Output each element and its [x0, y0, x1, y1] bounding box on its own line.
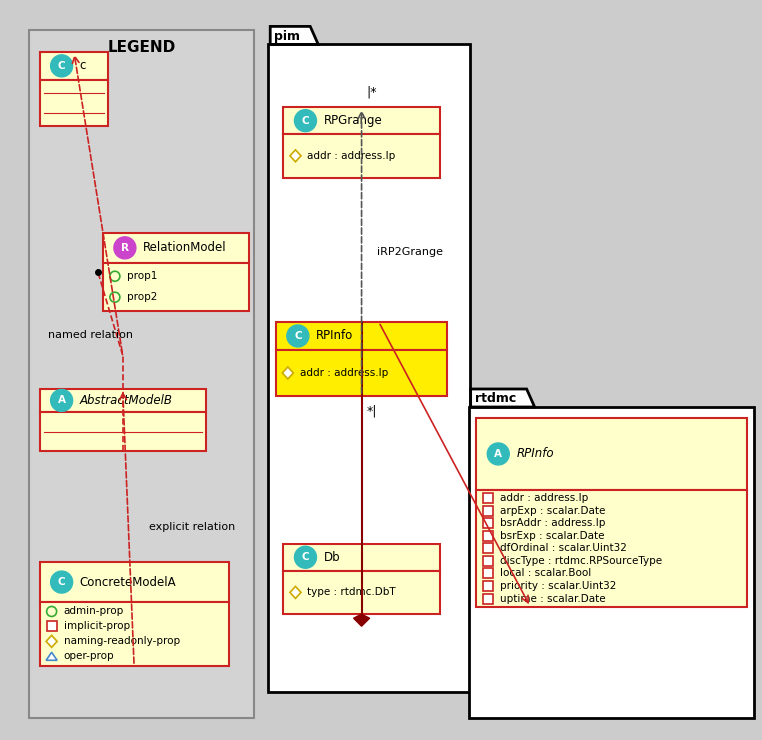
Circle shape — [294, 110, 316, 132]
Circle shape — [487, 443, 509, 465]
Polygon shape — [46, 636, 57, 648]
Circle shape — [50, 389, 72, 411]
Bar — [483, 543, 493, 554]
Circle shape — [294, 546, 316, 568]
Bar — [483, 581, 493, 591]
Text: addr : address.Ip: addr : address.Ip — [299, 368, 388, 378]
Text: RPInfo: RPInfo — [516, 448, 554, 460]
Bar — [40, 52, 108, 80]
Text: bsrAddr : address.Ip: bsrAddr : address.Ip — [500, 518, 606, 528]
Text: arpExp : scalar.Date: arpExp : scalar.Date — [500, 505, 606, 516]
Text: Db: Db — [323, 551, 340, 564]
Text: naming-readonly-prop: naming-readonly-prop — [63, 636, 180, 646]
Bar — [276, 322, 447, 350]
Text: bsrExp : scalar.Date: bsrExp : scalar.Date — [500, 531, 605, 541]
Text: implicit-prop: implicit-prop — [63, 622, 130, 631]
Text: prop2: prop2 — [126, 292, 157, 302]
Text: named relation: named relation — [48, 330, 133, 340]
FancyArrowPatch shape — [380, 324, 528, 602]
Bar — [483, 568, 493, 579]
Text: C: C — [58, 61, 66, 71]
Bar — [40, 602, 229, 666]
Text: C: C — [302, 115, 309, 126]
Text: explicit relation: explicit relation — [149, 522, 235, 532]
Text: prop1: prop1 — [126, 272, 157, 281]
Polygon shape — [283, 367, 293, 379]
Text: iRP2Grange: iRP2Grange — [376, 246, 443, 257]
Bar — [483, 556, 493, 566]
Bar — [46, 622, 56, 631]
Bar — [268, 44, 470, 692]
Polygon shape — [46, 652, 57, 660]
Text: rtdmc: rtdmc — [475, 392, 516, 406]
Text: RPInfo: RPInfo — [315, 329, 353, 343]
Bar — [469, 407, 754, 718]
Bar — [483, 493, 493, 503]
Text: pim: pim — [274, 30, 300, 43]
Bar — [283, 544, 440, 571]
Bar — [283, 134, 440, 178]
Bar — [103, 263, 249, 311]
Text: discType : rtdmc.RPSourceType: discType : rtdmc.RPSourceType — [500, 556, 662, 566]
Bar — [283, 107, 440, 134]
Bar — [476, 490, 747, 607]
Bar — [483, 505, 493, 516]
Text: oper-prop: oper-prop — [63, 651, 114, 662]
Text: dfOrdinal : scalar.Uint32: dfOrdinal : scalar.Uint32 — [500, 543, 627, 554]
Bar — [483, 593, 493, 604]
Bar — [40, 562, 229, 602]
Polygon shape — [471, 389, 535, 407]
Polygon shape — [290, 586, 301, 599]
Text: addr : address.Ip: addr : address.Ip — [500, 493, 588, 503]
Bar — [476, 418, 747, 490]
Bar — [40, 388, 206, 412]
Text: ConcreteModelA: ConcreteModelA — [79, 576, 176, 588]
Text: |*: |* — [367, 86, 377, 99]
Circle shape — [287, 325, 309, 347]
Circle shape — [50, 571, 72, 593]
Polygon shape — [290, 149, 301, 162]
Polygon shape — [354, 614, 370, 626]
Text: C: C — [294, 331, 302, 341]
Text: RelationModel: RelationModel — [142, 241, 226, 255]
Bar — [29, 30, 254, 718]
Text: c: c — [79, 59, 86, 73]
Bar — [103, 233, 249, 263]
Text: admin-prop: admin-prop — [63, 607, 124, 616]
Text: A: A — [495, 449, 502, 459]
Text: uptime : scalar.Date: uptime : scalar.Date — [500, 593, 606, 604]
Text: priority : scalar.Uint32: priority : scalar.Uint32 — [500, 581, 616, 591]
Text: addr : address.Ip: addr : address.Ip — [307, 151, 395, 161]
Text: type : rtdmc.DbT: type : rtdmc.DbT — [307, 588, 396, 597]
Circle shape — [50, 55, 72, 77]
Text: C: C — [58, 577, 66, 587]
Bar — [40, 80, 108, 126]
Text: C: C — [302, 552, 309, 562]
Text: *|: *| — [367, 404, 377, 417]
Text: AbstractModelB: AbstractModelB — [79, 394, 172, 407]
Polygon shape — [271, 27, 319, 44]
Text: R: R — [121, 243, 129, 253]
Text: local : scalar.Bool: local : scalar.Bool — [500, 568, 591, 579]
Circle shape — [114, 237, 136, 259]
Bar — [483, 518, 493, 528]
Bar — [283, 571, 440, 614]
Bar — [276, 350, 447, 396]
Bar — [483, 531, 493, 541]
Text: LEGEND: LEGEND — [107, 40, 175, 55]
Bar — [40, 412, 206, 451]
Text: A: A — [58, 395, 66, 406]
Text: RPGrange: RPGrange — [323, 114, 383, 127]
